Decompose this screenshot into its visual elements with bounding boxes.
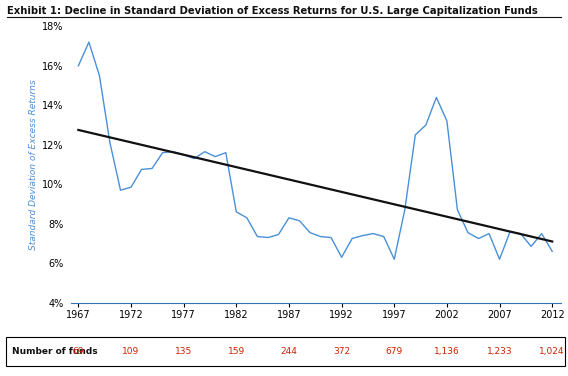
Y-axis label: Standard Deviation of Excess Returns: Standard Deviation of Excess Returns — [29, 79, 37, 250]
Text: 159: 159 — [228, 347, 245, 356]
Text: 679: 679 — [386, 347, 403, 356]
Text: Number of funds: Number of funds — [12, 347, 98, 356]
Text: 135: 135 — [175, 347, 193, 356]
Text: 1,024: 1,024 — [540, 347, 565, 356]
Text: 244: 244 — [281, 347, 298, 356]
Text: 1,233: 1,233 — [487, 347, 512, 356]
Text: 372: 372 — [333, 347, 350, 356]
Text: 69: 69 — [73, 347, 84, 356]
Text: 1,136: 1,136 — [434, 347, 460, 356]
Text: 109: 109 — [122, 347, 140, 356]
Bar — [6, 337, 565, 366]
Text: Exhibit 1: Decline in Standard Deviation of Excess Returns for U.S. Large Capita: Exhibit 1: Decline in Standard Deviation… — [7, 6, 537, 16]
